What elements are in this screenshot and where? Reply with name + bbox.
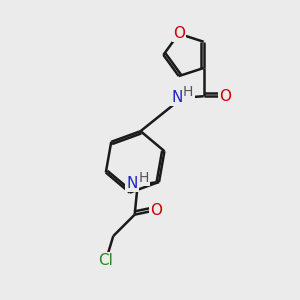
Text: O: O	[173, 26, 185, 41]
Text: N: N	[127, 176, 138, 191]
Text: O: O	[219, 89, 231, 104]
Text: N: N	[171, 90, 183, 105]
Text: H: H	[183, 85, 194, 99]
Text: H: H	[139, 171, 149, 185]
Text: Cl: Cl	[98, 253, 113, 268]
Text: O: O	[150, 203, 162, 218]
